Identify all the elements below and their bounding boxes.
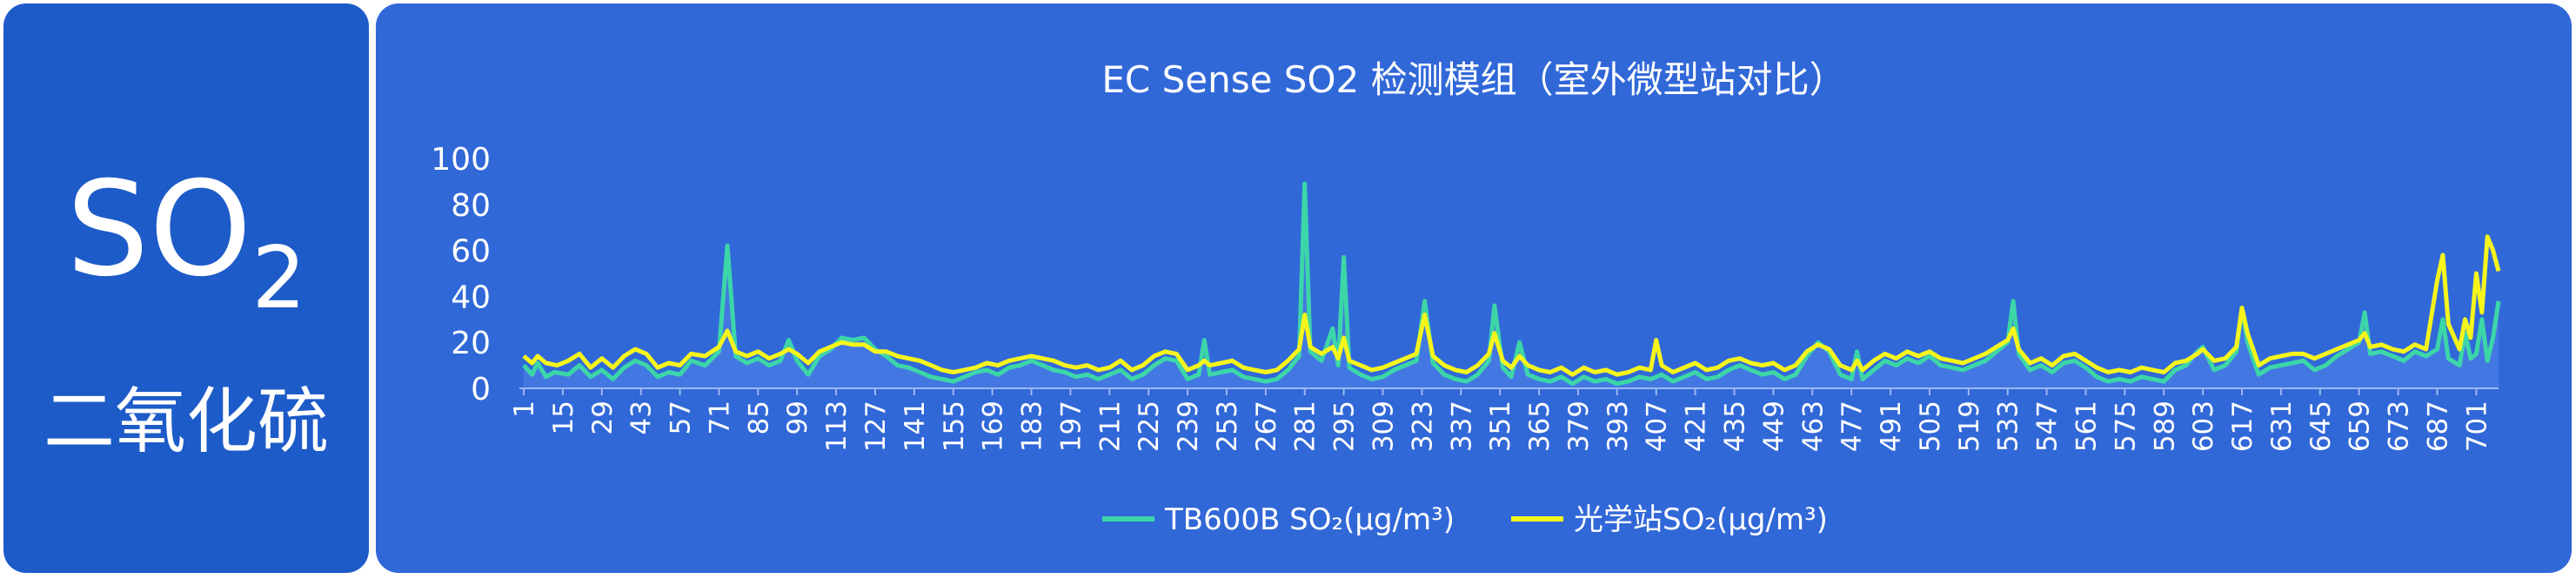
x-tick-label: 239: [1173, 401, 1204, 452]
x-tick-label: 183: [1017, 401, 1048, 452]
x-tick-label: 379: [1563, 401, 1595, 452]
x-tick-label: 309: [1368, 401, 1400, 452]
x-tick-label: 589: [2149, 401, 2180, 452]
x-tick-label: 85: [743, 401, 774, 434]
x-tick-label: 603: [2188, 401, 2219, 452]
x-tick-label: 155: [939, 401, 970, 452]
x-tick-label: 127: [860, 401, 892, 452]
x-tick-label: 701: [2461, 401, 2492, 452]
x-tick-label: 99: [782, 401, 813, 434]
x-tick-label: 29: [587, 401, 619, 434]
x-tick-label: 617: [2227, 401, 2258, 452]
chart-title: EC Sense SO2 检测模组（室外微型站对比）: [1101, 58, 1845, 101]
x-tick-label: 449: [1758, 401, 1790, 452]
x-tick-label: 505: [1915, 401, 1946, 452]
y-tick-label: 20: [451, 326, 491, 361]
x-tick-label: 71: [704, 401, 735, 434]
left-panel: SO2 二氧化硫: [3, 3, 369, 573]
x-tick-label: 421: [1681, 401, 1712, 452]
chemical-symbol-subscript: 2: [251, 229, 306, 328]
chart-panel: EC Sense SO2 检测模组（室外微型站对比） 0 20 40 60 80 100 …: [376, 3, 2572, 573]
x-tick-label: 351: [1485, 401, 1516, 452]
x-tick-label: 561: [2071, 401, 2102, 452]
x-tick-label: 365: [1524, 401, 1556, 452]
x-tick-label: 113: [821, 401, 853, 452]
y-axis-ticks: 0 20 40 60 80 100: [431, 142, 491, 407]
x-tick-label: 533: [1993, 401, 2024, 452]
x-tick-label: 519: [1954, 401, 1985, 452]
legend-label: 光学站SO₂(μg/m³): [1574, 502, 1828, 537]
x-tick-label: 435: [1719, 401, 1750, 452]
x-tick-label: 337: [1446, 401, 1477, 452]
x-tick-label: 1: [509, 401, 540, 418]
x-tick-label: 393: [1602, 401, 1634, 452]
x-tick-label: 15: [548, 401, 579, 434]
x-tick-label: 225: [1134, 401, 1165, 452]
x-tick-label: 57: [666, 401, 697, 434]
x-tick-label: 575: [2110, 401, 2141, 452]
x-tick-label: 659: [2345, 401, 2376, 452]
x-tick-label: 491: [1876, 401, 1907, 452]
legend-label: TB600B SO₂(μg/m³): [1164, 502, 1455, 537]
x-tick-label: 281: [1290, 401, 1321, 452]
legend: TB600B SO₂(μg/m³) 光学站SO₂(μg/m³): [1102, 502, 1828, 537]
x-tick-label: 547: [2032, 401, 2064, 452]
y-tick-label: 80: [451, 188, 491, 224]
x-tick-label: 407: [1642, 401, 1673, 452]
x-tick-label: 295: [1329, 401, 1361, 452]
x-tick-label: 267: [1251, 401, 1282, 452]
x-tick-label: 673: [2384, 401, 2415, 452]
x-tick-label: 687: [2422, 401, 2453, 452]
x-axis-ticks: 1 15 29 43 57 71 85 99 113 127 141 155 169 183 197 211 2…: [509, 388, 2492, 452]
area-fill: [524, 184, 2499, 388]
x-tick-label: 169: [978, 401, 1009, 452]
series-layer: [522, 181, 2501, 387]
x-tick-label: 253: [1212, 401, 1243, 452]
so2-line-chart: EC Sense SO2 检测模组（室外微型站对比） 020406080100 …: [431, 58, 2501, 537]
x-tick-label: 197: [1055, 401, 1087, 452]
chemical-symbol: SO2: [3, 165, 369, 321]
x-tick-label: 141: [900, 401, 931, 452]
series-line-station: [522, 234, 2501, 377]
x-tick-label: 463: [1797, 401, 1829, 452]
x-tick-label: 323: [1407, 401, 1438, 452]
y-tick-label: 40: [451, 279, 491, 315]
x-tick-label: 43: [626, 401, 658, 434]
chemical-name: 二氧化硫: [43, 380, 329, 463]
chemical-symbol-main: SO: [66, 154, 252, 306]
x-tick-label: 477: [1837, 401, 1868, 452]
x-tick-label: 631: [2266, 401, 2298, 452]
y-tick-label: 100: [431, 142, 491, 178]
x-tick-label: 211: [1094, 401, 1126, 452]
y-tick-label: 0: [471, 372, 491, 407]
series-area-tb600b: [524, 184, 2499, 388]
x-tick-label: 645: [2305, 401, 2337, 452]
y-tick-label: 60: [451, 234, 491, 270]
